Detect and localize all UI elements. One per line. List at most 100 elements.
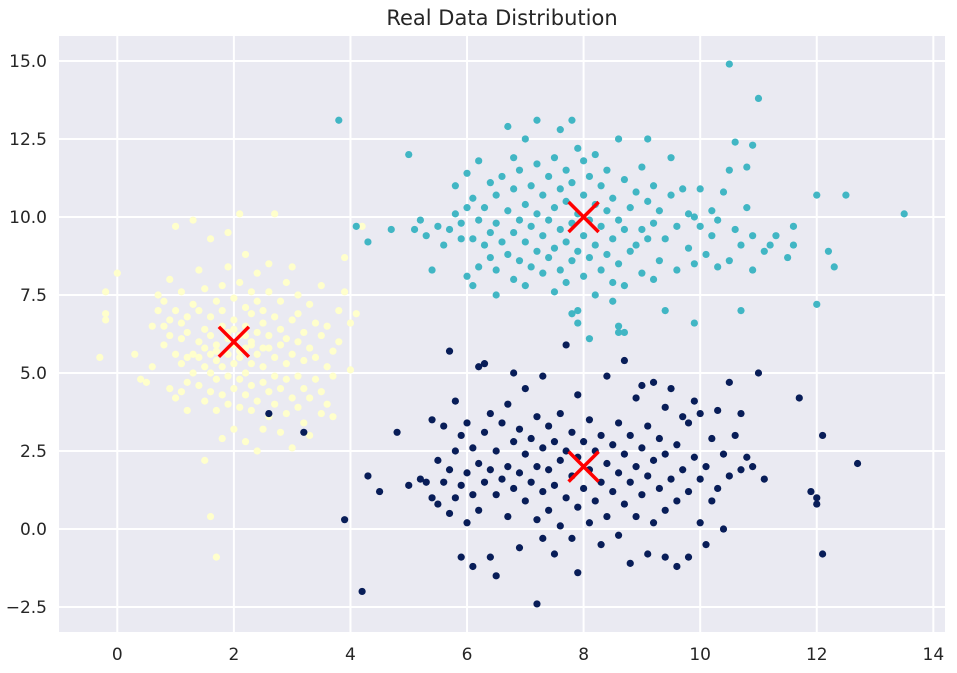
data-point	[725, 166, 733, 174]
data-point	[661, 553, 669, 561]
data-point	[224, 263, 232, 271]
data-point	[556, 456, 564, 464]
data-point	[638, 381, 646, 390]
data-point	[486, 466, 494, 474]
data-point	[556, 225, 564, 234]
data-point	[480, 478, 489, 486]
data-point	[335, 306, 343, 315]
data-point	[620, 175, 629, 184]
data-point	[585, 253, 594, 262]
data-point	[463, 419, 471, 427]
data-point	[230, 294, 238, 302]
data-point	[341, 288, 349, 296]
data-point	[195, 266, 203, 274]
data-point	[265, 331, 273, 340]
data-point	[241, 303, 250, 312]
data-point	[422, 232, 430, 240]
data-point	[644, 135, 652, 143]
y-tick-label: 7.5	[20, 286, 47, 306]
data-point	[195, 338, 203, 346]
data-point	[649, 182, 658, 190]
data-point	[515, 425, 524, 433]
data-point	[614, 328, 623, 337]
data-point	[282, 409, 290, 418]
data-point	[510, 275, 518, 283]
data-point	[189, 350, 197, 358]
x-tick-label: 12	[806, 645, 828, 665]
data-point	[813, 500, 821, 508]
data-point	[206, 512, 215, 521]
data-point	[300, 328, 308, 337]
data-point	[550, 204, 559, 212]
data-point	[294, 403, 302, 411]
centroid-marker	[567, 450, 600, 483]
data-point	[282, 278, 290, 287]
data-point	[649, 519, 658, 527]
data-point	[568, 257, 576, 265]
y-tick-label: 15.0	[9, 52, 47, 72]
data-point	[457, 235, 465, 243]
data-point	[341, 253, 349, 262]
data-point	[725, 378, 733, 386]
data-point	[568, 534, 576, 542]
data-point	[445, 509, 454, 518]
data-point	[329, 372, 337, 380]
data-point	[230, 316, 238, 324]
data-point	[667, 475, 675, 483]
data-point	[96, 353, 104, 362]
data-point	[422, 478, 430, 486]
data-point	[463, 272, 471, 280]
data-point	[632, 512, 640, 521]
data-point	[230, 360, 238, 368]
data-point	[183, 353, 191, 362]
data-point	[696, 519, 704, 527]
x-tick-label: 8	[578, 645, 589, 665]
data-point	[533, 247, 541, 255]
x-tick-label: 14	[923, 645, 945, 665]
data-point	[498, 475, 506, 483]
data-point	[230, 385, 238, 393]
data-point	[224, 350, 232, 358]
data-point	[428, 416, 436, 424]
data-point	[189, 369, 197, 377]
y-tick-label: 12.5	[9, 130, 47, 150]
data-point	[597, 222, 605, 230]
data-point	[521, 135, 529, 143]
data-point	[609, 297, 617, 305]
data-point	[609, 441, 617, 449]
data-point	[317, 282, 325, 290]
data-point	[533, 116, 541, 124]
data-point	[562, 278, 570, 287]
data-point	[195, 306, 203, 315]
data-point	[206, 313, 215, 321]
data-point	[300, 385, 308, 393]
data-point	[288, 444, 296, 452]
data-point	[574, 144, 582, 152]
data-point	[562, 341, 570, 349]
data-point	[609, 194, 617, 202]
data-point	[644, 550, 652, 558]
centroid-markers	[217, 200, 600, 483]
data-point	[329, 347, 337, 355]
data-point	[317, 409, 325, 418]
data-point	[661, 306, 669, 315]
data-point	[749, 232, 757, 240]
data-point	[521, 238, 529, 246]
data-point	[440, 422, 448, 430]
data-point	[556, 266, 564, 274]
data-point	[655, 257, 663, 265]
data-point	[282, 335, 290, 343]
data-point	[259, 425, 267, 433]
data-point	[614, 531, 623, 539]
data-point	[725, 472, 733, 480]
data-point	[247, 360, 255, 368]
data-points	[96, 60, 908, 608]
data-point	[696, 222, 704, 230]
data-point	[206, 331, 215, 340]
data-point	[731, 225, 739, 234]
data-point	[591, 150, 599, 159]
x-tick-label: 6	[462, 645, 473, 665]
data-point	[533, 600, 541, 608]
data-point	[475, 216, 483, 224]
data-point	[527, 222, 535, 230]
